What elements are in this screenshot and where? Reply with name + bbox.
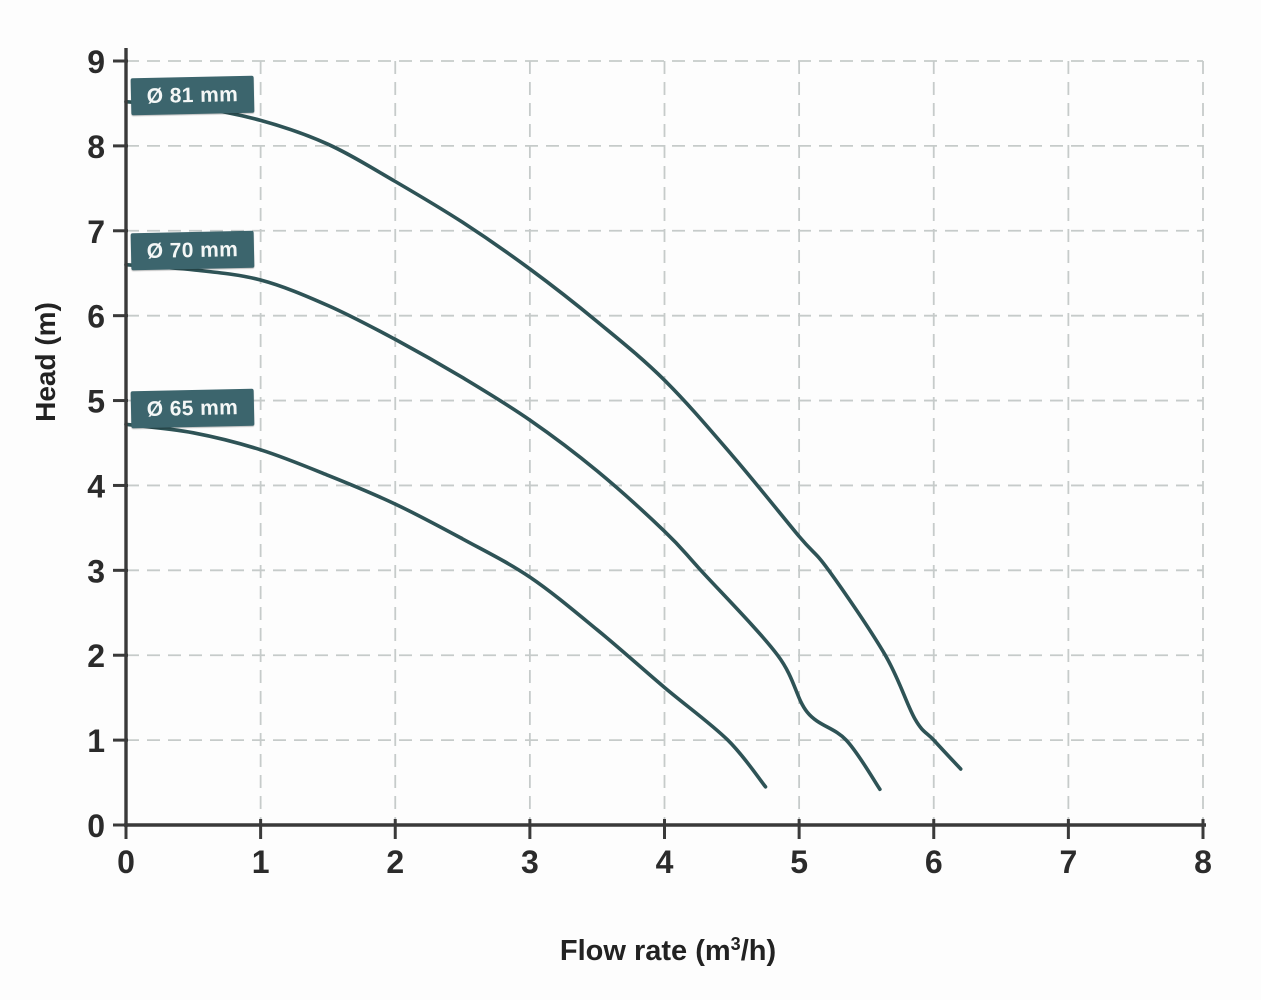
x-tick-label-5: 5 [790,844,808,880]
y-tick-label-0: 0 [87,808,105,844]
x-tick-label-0: 0 [117,844,135,880]
y-tick-label-4: 4 [87,468,105,504]
y-tick-label-2: 2 [87,638,105,674]
x-tick-label-8: 8 [1194,844,1212,880]
series-label-65mm: Ø 65 mm [130,388,255,429]
series-label-81mm-text: Ø 81 mm [146,82,239,108]
curve-impeller-70mm [124,262,882,792]
y-tick-label-6: 6 [87,299,105,335]
series-label-65mm-text: Ø 65 mm [146,395,239,421]
series-label-70mm: Ø 70 mm [130,230,255,271]
x-axis-title-pre: Flow rate (m [559,935,731,967]
y-axis-title: Head (m) [30,302,61,422]
y-tick-label-3: 3 [87,553,105,589]
y-tick-label-9: 9 [87,44,105,80]
x-tick-label-2: 2 [386,844,404,880]
x-tick-label-3: 3 [521,844,539,880]
x-tick-label-7: 7 [1059,844,1077,880]
series-label-81mm: Ø 81 mm [130,75,255,116]
x-tick-label-1: 1 [252,844,270,880]
x-tick-label-6: 6 [925,844,943,880]
curve-impeller-81mm [124,99,963,771]
x-axis-title: Flow rate (m3/h) [560,934,776,968]
y-tick-label-5: 5 [87,384,105,420]
x-axis-title-post: /h) [740,935,777,967]
y-tick-label-7: 7 [87,214,105,250]
series-label-70mm-text: Ø 70 mm [146,237,239,263]
x-tick-label-4: 4 [656,844,674,880]
x-axis-title-sup: 3 [730,934,741,954]
curve-impeller-65mm [124,422,768,789]
y-tick-label-1: 1 [87,723,105,759]
y-tick-label-8: 8 [87,129,105,165]
